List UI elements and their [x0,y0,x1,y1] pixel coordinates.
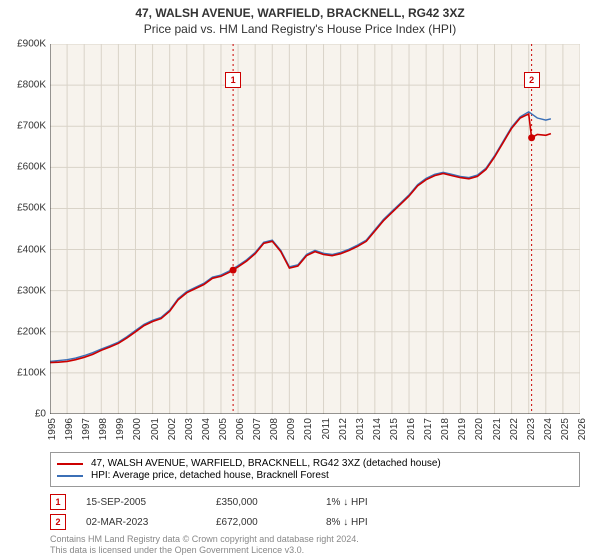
sale-marker-1: 1 [50,494,66,510]
footer-attribution: Contains HM Land Registry data © Crown c… [50,534,580,557]
plot-area: £0£100K£200K£300K£400K£500K£600K£700K£80… [50,44,580,414]
chart-title-subtitle: Price paid vs. HM Land Registry's House … [0,20,600,40]
legend: 47, WALSH AVENUE, WARFIELD, BRACKNELL, R… [50,452,580,487]
sale-diff-1: 1% ↓ HPI [326,497,426,508]
sale-date-1: 15-SEP-2005 [86,497,216,508]
sale-date-2: 02-MAR-2023 [86,517,216,528]
legend-item-property: 47, WALSH AVENUE, WARFIELD, BRACKNELL, R… [57,458,573,469]
sale-price-2: £672,000 [216,517,326,528]
plot-svg [50,44,580,414]
sale-row-2: 2 02-MAR-2023 £672,000 8% ↓ HPI [50,514,580,530]
legend-swatch-property [57,463,83,465]
legend-swatch-hpi [57,475,83,477]
sale-row-1: 1 15-SEP-2005 £350,000 1% ↓ HPI [50,494,580,510]
legend-label-hpi: HPI: Average price, detached house, Brac… [91,470,329,481]
legend-item-hpi: HPI: Average price, detached house, Brac… [57,470,573,481]
footer-line1: Contains HM Land Registry data © Crown c… [50,534,580,545]
footer-line2: This data is licensed under the Open Gov… [50,545,580,556]
legend-label-property: 47, WALSH AVENUE, WARFIELD, BRACKNELL, R… [91,458,441,469]
sale-marker-2: 2 [50,514,66,530]
sale-diff-2: 8% ↓ HPI [326,517,426,528]
chart-container: { "titles": { "address": "47, WALSH AVEN… [0,0,600,560]
chart-title-address: 47, WALSH AVENUE, WARFIELD, BRACKNELL, R… [0,0,600,20]
sale-price-1: £350,000 [216,497,326,508]
